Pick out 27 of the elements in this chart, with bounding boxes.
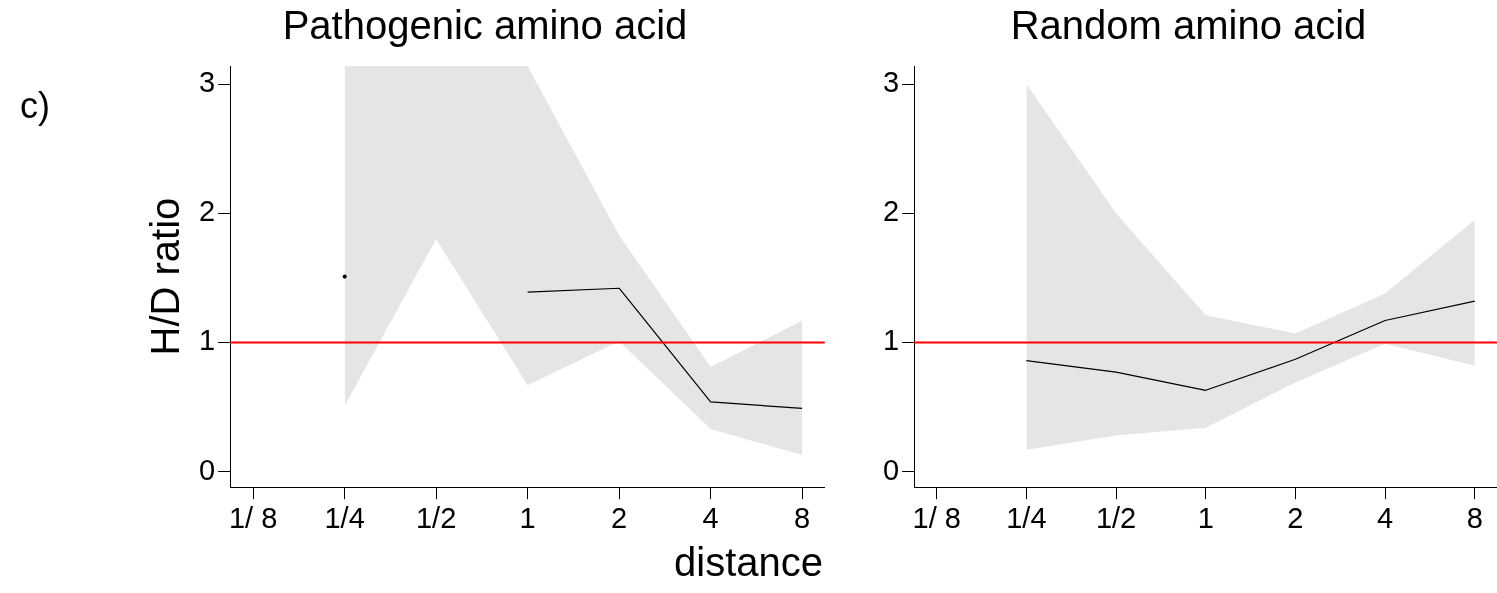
- chart-title: Pathogenic amino acid: [282, 3, 688, 48]
- text: c): [20, 85, 50, 127]
- y-tick-label: 2: [882, 195, 900, 228]
- y-tick-label: 3: [882, 66, 900, 99]
- x-tick-label: 1/ 8: [912, 501, 961, 534]
- x-tick-label: 4: [702, 501, 719, 534]
- x-tick-label: 1/ 8: [228, 501, 278, 534]
- x-tick-label: 1: [519, 501, 536, 534]
- x-axis-title: distance: [673, 540, 824, 585]
- x-tick-label: 1/4: [324, 501, 365, 534]
- x-tick-label: 2: [611, 501, 628, 534]
- y-tick-label: 2: [198, 195, 216, 228]
- x-tick-label: 1/2: [1095, 501, 1137, 534]
- x-tick-label: 4: [1377, 501, 1394, 534]
- y-tick-label: 0: [198, 453, 216, 486]
- x-tick-label: 1/2: [415, 501, 457, 534]
- y-tick-label: 3: [198, 66, 216, 99]
- chart-title: Random amino acid: [1010, 3, 1367, 48]
- x-tick-label: 8: [794, 501, 811, 534]
- x-tick-label: 1: [1197, 501, 1214, 534]
- x-tick-label: 2: [1287, 501, 1304, 534]
- y-axis-title: H/D ratio: [143, 197, 188, 356]
- y-tick-label: 1: [882, 324, 900, 357]
- y-tick-label: 0: [882, 453, 900, 486]
- x-tick-label: 8: [1466, 501, 1483, 534]
- y-tick-label: 1: [198, 324, 216, 357]
- x-tick-label: 1/4: [1006, 501, 1047, 534]
